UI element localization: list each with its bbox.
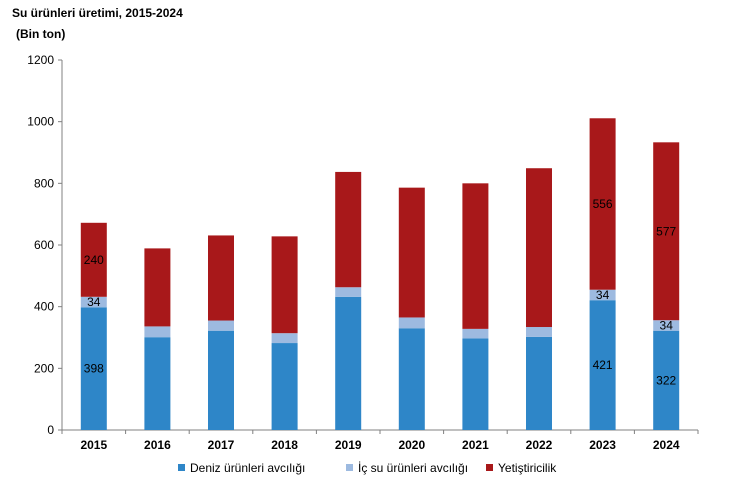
bar-segment xyxy=(271,343,298,430)
bar-segment xyxy=(526,336,552,430)
bar-segment xyxy=(398,317,425,329)
bar-segment xyxy=(208,320,234,331)
y-tick-label: 400 xyxy=(34,300,54,314)
data-label: 240 xyxy=(84,253,104,267)
y-tick-label: 1200 xyxy=(27,53,54,67)
bar-segment xyxy=(462,328,489,339)
data-label: 577 xyxy=(656,224,676,238)
data-label: 322 xyxy=(656,373,676,387)
data-label: 34 xyxy=(660,318,674,332)
bar-segment xyxy=(335,287,362,297)
bar-segment xyxy=(144,326,171,338)
y-tick-label: 600 xyxy=(34,238,54,252)
bar-segment xyxy=(208,235,234,321)
legend-label: Deniz ürünleri avcılığı xyxy=(190,461,305,475)
bar-segment xyxy=(144,248,171,327)
legend-swatch xyxy=(486,464,493,471)
bar-segment xyxy=(462,183,489,329)
x-tick-label: 2020 xyxy=(398,438,425,452)
x-tick-label: 2016 xyxy=(144,438,171,452)
y-tick-label: 0 xyxy=(47,423,54,437)
bar-segment xyxy=(526,327,552,337)
bar-segment xyxy=(80,222,107,297)
data-label: 556 xyxy=(593,197,613,211)
x-tick-label: 2023 xyxy=(589,438,616,452)
bar-segment xyxy=(80,296,107,308)
bar-segment xyxy=(653,320,680,331)
legend-swatch xyxy=(178,464,185,471)
bar-segment xyxy=(526,168,552,328)
bar-segment xyxy=(589,118,616,290)
bar-segment xyxy=(144,337,171,430)
y-tick-label: 200 xyxy=(34,361,54,375)
x-tick-label: 2024 xyxy=(653,438,680,452)
legend-label: Yetiştiricilik xyxy=(498,461,557,475)
x-tick-label: 2021 xyxy=(462,438,489,452)
bar-segment xyxy=(271,236,298,334)
x-tick-label: 2018 xyxy=(271,438,298,452)
chart-title: Su ürünleri üretimi, 2015-2024 xyxy=(12,6,183,20)
bar-segment xyxy=(653,142,680,321)
bar-segment xyxy=(335,171,362,288)
data-label: 421 xyxy=(593,358,613,372)
bar-segment xyxy=(335,296,362,430)
bar-segment xyxy=(462,338,489,430)
x-tick-label: 2015 xyxy=(80,438,107,452)
bar-segment xyxy=(589,289,616,301)
x-tick-label: 2022 xyxy=(526,438,553,452)
x-tick-label: 2019 xyxy=(335,438,362,452)
chart-subtitle: (Bin ton) xyxy=(16,27,66,41)
data-label: 34 xyxy=(596,288,610,302)
y-tick-label: 800 xyxy=(34,176,54,190)
bar-segment xyxy=(589,300,616,430)
data-label: 398 xyxy=(84,362,104,376)
x-tick-label: 2017 xyxy=(208,438,235,452)
bar-segment xyxy=(653,330,680,430)
bar-segment xyxy=(271,333,298,344)
y-tick-label: 1000 xyxy=(27,115,54,129)
bar-segment xyxy=(80,307,107,430)
data-label: 34 xyxy=(87,295,101,309)
bar-segment xyxy=(208,330,234,430)
legend-label: İç su ürünleri avcılığı xyxy=(358,461,468,475)
legend-swatch xyxy=(346,464,353,471)
bar-segment xyxy=(398,328,425,430)
bar-segment xyxy=(398,187,425,318)
